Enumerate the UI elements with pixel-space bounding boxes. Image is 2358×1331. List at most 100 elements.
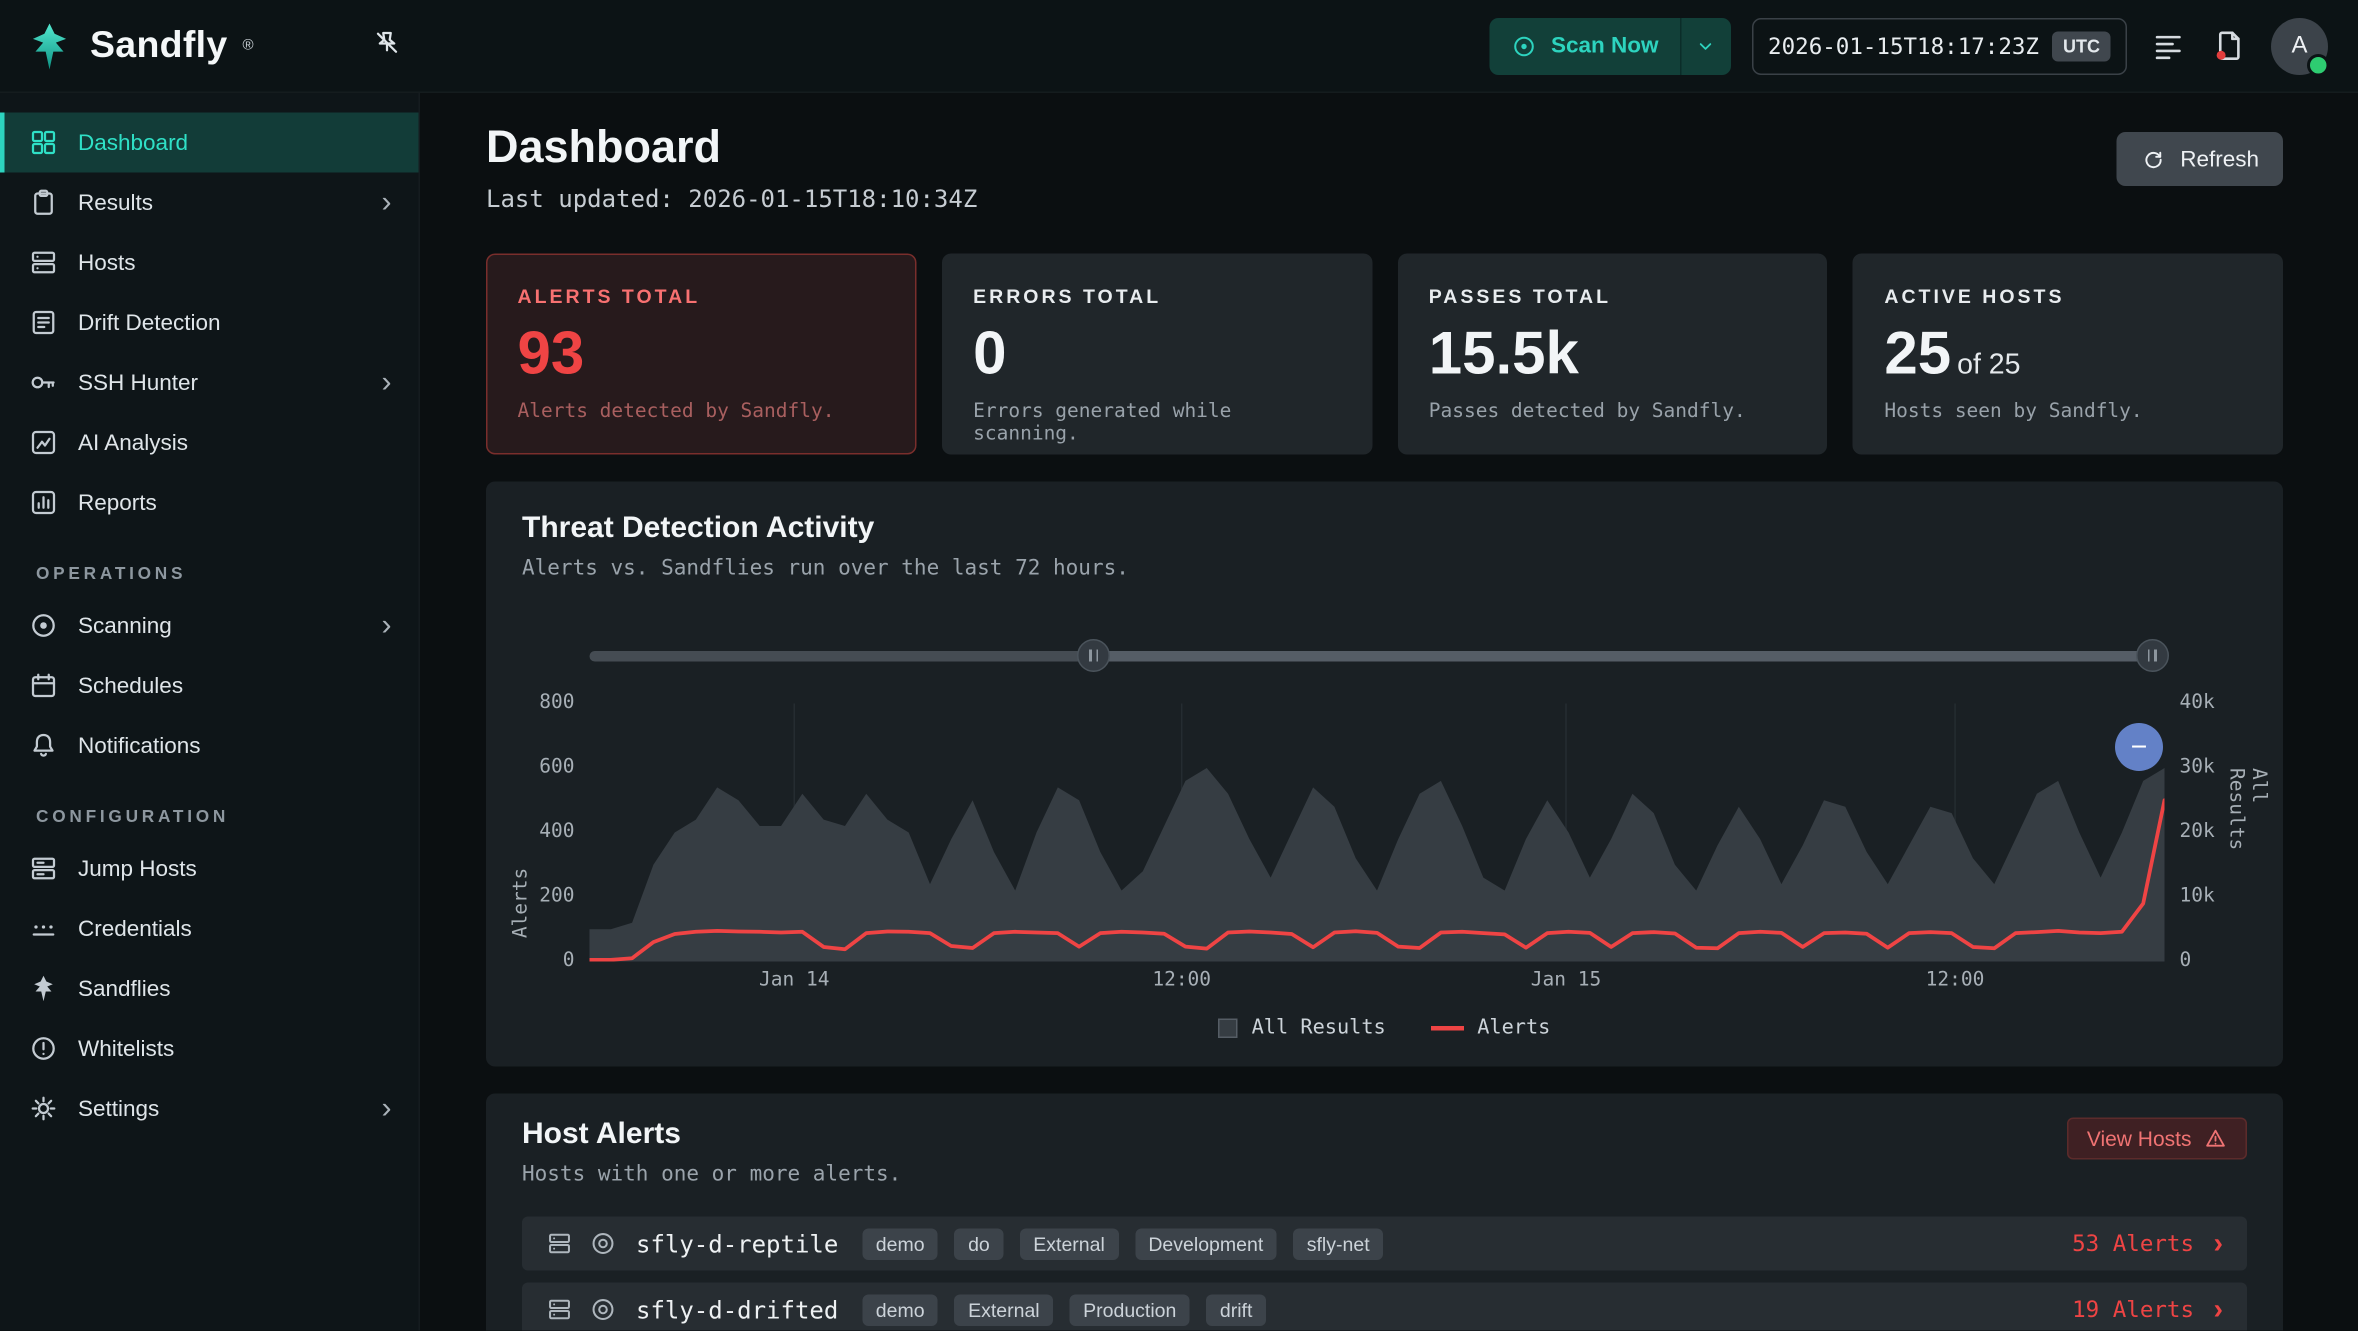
jump-hosts-icon bbox=[31, 857, 56, 880]
sidebar-item-credentials[interactable]: Credentials bbox=[0, 899, 419, 959]
stat-label: PASSES TOTAL bbox=[1428, 285, 1612, 308]
nav-label: Sandflies bbox=[78, 975, 171, 1002]
range-slider-handle-right[interactable] bbox=[2135, 639, 2169, 672]
nav-label: Notifications bbox=[78, 732, 201, 759]
stat-label: ACTIVE HOSTS bbox=[1884, 285, 2065, 308]
stat-value: 15.5k bbox=[1428, 321, 1579, 387]
range-slider-handle-left[interactable] bbox=[1077, 639, 1110, 672]
legend-label: All Results bbox=[1251, 1015, 1386, 1040]
avatar[interactable]: A bbox=[2271, 17, 2330, 76]
zoom-out-button[interactable]: − bbox=[2115, 723, 2163, 771]
nav-label: Whitelists bbox=[78, 1035, 175, 1062]
sidebar-item-sandflies[interactable]: Sandflies bbox=[0, 959, 419, 1019]
view-hosts-button[interactable]: View Hosts bbox=[2067, 1117, 2247, 1160]
refresh-label: Refresh bbox=[2180, 146, 2259, 172]
stat-description: Hosts seen by Sandfly. bbox=[1884, 400, 2143, 424]
host-alerts-title: Host Alerts bbox=[522, 1117, 681, 1151]
host-tag: Development bbox=[1134, 1227, 1277, 1260]
nav-label: Schedules bbox=[78, 672, 184, 699]
sidebar-item-schedules[interactable]: Schedules bbox=[0, 656, 419, 716]
stat-card-passes-total: PASSES TOTAL 15.5k Passes detected by Sa… bbox=[1397, 253, 1828, 455]
sidebar-item-notifications[interactable]: Notifications bbox=[0, 716, 419, 776]
stat-description: Errors generated while scanning. bbox=[973, 400, 1232, 446]
sidebar-item-settings[interactable]: Settings › bbox=[0, 1079, 419, 1139]
alerts-count[interactable]: 19 Alerts bbox=[2072, 1296, 2195, 1323]
stat-label: ERRORS TOTAL bbox=[973, 285, 1162, 308]
slider-selected-range bbox=[1093, 651, 2152, 662]
threat-chart-svg bbox=[589, 703, 2165, 962]
scanning-target-icon bbox=[32, 614, 55, 637]
stat-value: 25 of 25 bbox=[1884, 321, 2251, 389]
sidebar-item-whitelists[interactable]: Whitelists bbox=[0, 1019, 419, 1079]
nav-label: AI Analysis bbox=[78, 429, 189, 456]
queue-button[interactable] bbox=[2148, 26, 2189, 67]
legend-label: Alerts bbox=[1477, 1015, 1551, 1040]
legend-alerts[interactable]: Alerts bbox=[1430, 1015, 1551, 1040]
right-axis-title: All Results bbox=[2224, 768, 2270, 851]
document-alert-icon bbox=[2216, 31, 2240, 60]
queue-list-icon bbox=[2155, 35, 2181, 60]
x-axis-tick: 12:00 bbox=[1925, 969, 1985, 992]
sidebar-item-ai-analysis[interactable]: AI Analysis bbox=[0, 413, 419, 473]
y-axis-tick: 200 bbox=[539, 885, 575, 908]
schedules-calendar-icon bbox=[31, 673, 56, 698]
sidebar-item-drift-detection[interactable]: Drift Detection bbox=[0, 293, 419, 353]
drift-detection-icon bbox=[32, 310, 55, 335]
time-range-slider[interactable] bbox=[589, 638, 2169, 674]
host-row[interactable]: sfly-d-reptile demo do External Developm… bbox=[522, 1216, 2247, 1271]
chart-legend: All Results Alerts bbox=[522, 1016, 2247, 1040]
refresh-button[interactable]: Refresh bbox=[2117, 132, 2283, 186]
stat-description: Passes detected by Sandfly. bbox=[1428, 400, 1746, 424]
sidebar-item-reports[interactable]: Reports bbox=[0, 473, 419, 533]
sidebar-section-operations: OPERATIONS bbox=[36, 565, 187, 584]
sidebar-item-scanning[interactable]: Scanning › bbox=[0, 596, 419, 656]
chart-subtitle: Alerts vs. Sandflies run over the last 7… bbox=[522, 556, 1129, 581]
host-row[interactable]: sfly-d-drifted demo External Production … bbox=[522, 1282, 2247, 1331]
scan-options-button[interactable] bbox=[1679, 17, 1731, 75]
pin-off-icon bbox=[376, 31, 398, 53]
online-status-dot bbox=[2307, 53, 2330, 76]
chevron-down-icon bbox=[1700, 42, 1712, 50]
sidebar-item-ssh-hunter[interactable]: SSH Hunter › bbox=[0, 353, 419, 413]
host-tag: demo bbox=[862, 1293, 939, 1326]
scan-now-button[interactable]: Scan Now bbox=[1490, 17, 1680, 74]
hostname: sfly-d-drifted bbox=[636, 1295, 839, 1324]
y-axis-tick: 400 bbox=[539, 820, 575, 844]
view-hosts-label: View Hosts bbox=[2086, 1126, 2192, 1151]
nav-label: Jump Hosts bbox=[78, 855, 197, 882]
report-alert-button[interactable] bbox=[2210, 26, 2251, 67]
chevron-right-icon: › bbox=[381, 1092, 392, 1125]
host-tag: drift bbox=[1206, 1293, 1266, 1326]
stat-value-number: 25 bbox=[1884, 321, 1952, 387]
sidebar-item-hosts[interactable]: Hosts bbox=[0, 233, 419, 293]
sidebar-unpin-button[interactable] bbox=[369, 26, 405, 67]
stat-description: Alerts detected by Sandfly. bbox=[517, 400, 835, 424]
host-tag: do bbox=[954, 1227, 1004, 1260]
sidebar-item-dashboard[interactable]: Dashboard bbox=[0, 112, 419, 173]
header-actions: Scan Now 2026-01-15T18:17:23Z UTC bbox=[1489, 17, 2330, 76]
hostname: sfly-d-reptile bbox=[636, 1229, 839, 1258]
sandflies-icon bbox=[34, 975, 53, 1002]
sandfly-logo-icon bbox=[32, 22, 67, 69]
nav-label: SSH Hunter bbox=[78, 369, 199, 396]
alerts-swatch bbox=[1430, 1025, 1464, 1030]
host-tag: sfly-net bbox=[1293, 1227, 1384, 1260]
reports-chart-icon bbox=[31, 490, 56, 515]
alerts-count[interactable]: 53 Alerts bbox=[2072, 1230, 2195, 1257]
chevron-right-icon: › bbox=[2213, 1227, 2223, 1260]
refresh-icon bbox=[2146, 151, 2163, 168]
nav-label: Results bbox=[78, 189, 154, 216]
sidebar-item-results[interactable]: Results › bbox=[0, 173, 419, 233]
threat-chart[interactable]: 0 200 400 600 800 0 10k 20k 30k 40k Alerts All R… bbox=[510, 692, 2270, 973]
sidebar-section-configuration: CONFIGURATION bbox=[36, 808, 230, 827]
all-results-swatch bbox=[1218, 1017, 1239, 1038]
ai-analysis-icon bbox=[31, 430, 56, 455]
brand: Sandfly ® bbox=[24, 20, 254, 71]
legend-all-results[interactable]: All Results bbox=[1218, 1015, 1386, 1040]
y-axis-tick: 30k bbox=[2179, 756, 2215, 779]
top-header: Sandfly ® Scan Now bbox=[0, 0, 2358, 93]
sidebar-item-jump-hosts[interactable]: Jump Hosts bbox=[0, 839, 419, 899]
dashboard-grid-icon bbox=[31, 130, 56, 155]
stat-label: ALERTS TOTAL bbox=[517, 285, 701, 308]
scan-icon bbox=[1514, 35, 1534, 56]
